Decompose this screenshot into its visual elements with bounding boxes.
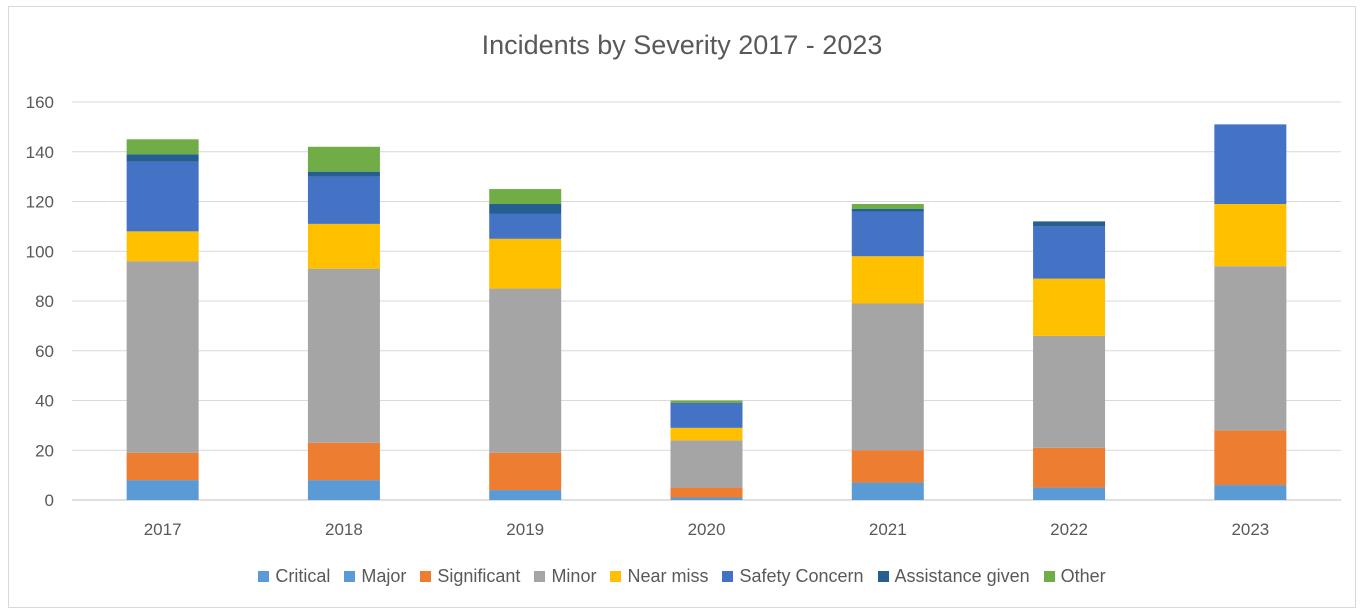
legend-swatch [534,571,546,582]
bar-segment [307,480,380,500]
legend-label: Critical [275,566,331,586]
y-tick-label: 0 [45,491,54,510]
bar-segment [489,203,562,214]
bar-segment [489,238,562,289]
legend-swatch [344,571,356,582]
bar-segment [670,497,743,500]
legend-swatch [722,571,734,582]
legend-label: Other [1060,566,1106,586]
bar-segment [489,288,562,453]
legend-item: Assistance given [877,566,1030,587]
bar-segment [851,211,924,257]
bar-segment [489,490,562,500]
bar-segment [1033,278,1106,336]
legend-label: Safety Concern [739,566,864,586]
bar-segment [670,400,743,403]
legend-swatch [1043,571,1055,582]
legend-swatch [610,571,622,582]
bar-segment [670,427,743,441]
bar-segment [851,450,924,483]
bar-segment [1033,447,1106,488]
bar-segment [126,452,199,481]
bar-segment [1033,226,1106,279]
y-tick-label: 140 [26,143,54,162]
bar-segment [307,146,380,172]
x-tick-label: 2019 [506,520,544,539]
legend-label: Major [361,566,407,586]
legend-label: Near miss [627,566,709,586]
legend-swatch [258,571,270,582]
bar-segment [1033,335,1106,448]
y-tick-label: 20 [35,441,54,460]
legend-item: Minor [534,566,596,587]
legend-item: Other [1043,566,1106,587]
legend-label: Minor [551,566,597,586]
legend-item: Safety Concern [722,566,864,587]
bar-segment [1033,221,1106,227]
legend-item: Major [344,566,406,587]
y-tick-label: 60 [35,342,54,361]
y-tick-label: 100 [26,242,54,261]
bar-segment [307,268,380,443]
bar-segment [126,261,199,453]
chart-legend: Critical Major Significant Minor Near miss Sa… [0,566,1364,587]
bar-segment [489,189,562,204]
bar-segment [126,154,199,162]
x-tick-label: 2022 [1050,520,1088,539]
legend-item: Near miss [610,566,708,587]
legend-swatch [877,571,889,582]
bar-segment [670,487,743,498]
bar-segment [1214,203,1287,267]
y-tick-label: 160 [26,93,54,112]
x-tick-label: 2021 [869,520,907,539]
bar-segment [1214,124,1287,204]
x-tick-label: 2023 [1231,520,1269,539]
y-tick-label: 80 [35,292,54,311]
bar-segment [307,171,380,177]
legend-item: Significant [420,566,520,587]
bar-segment [851,256,924,304]
legend-item: Critical [258,566,330,587]
legend-swatch [420,571,432,582]
bar-segment [489,452,562,491]
x-tick-label: 2018 [325,520,363,539]
bar-segment [126,161,199,232]
bar-segment [1033,487,1106,500]
chart-frame [8,6,1356,608]
bar-segment [851,482,924,500]
x-tick-label: 2020 [688,520,726,539]
x-tick-label: 2017 [144,520,182,539]
legend-label: Assistance given [894,566,1030,586]
bar-segment [670,402,743,428]
bar-segment [307,442,380,481]
bar-segment [489,213,562,239]
chart-title: Incidents by Severity 2017 - 2023 [481,30,883,60]
bar-segment [307,223,380,269]
bar-segment [670,440,743,488]
bar-segment [1214,430,1287,486]
bar-segment [126,480,199,500]
y-tick-label: 40 [35,392,54,411]
bar-segment [851,203,924,209]
y-tick-label: 120 [26,193,54,212]
bar-segment [1214,266,1287,431]
legend-label: Significant [437,566,521,586]
bar-segment [1214,485,1287,500]
bar-segment [126,231,199,262]
bar-segment [851,208,924,212]
bar-segment [307,176,380,224]
bar-segment [126,139,199,155]
bar-segment [851,303,924,451]
